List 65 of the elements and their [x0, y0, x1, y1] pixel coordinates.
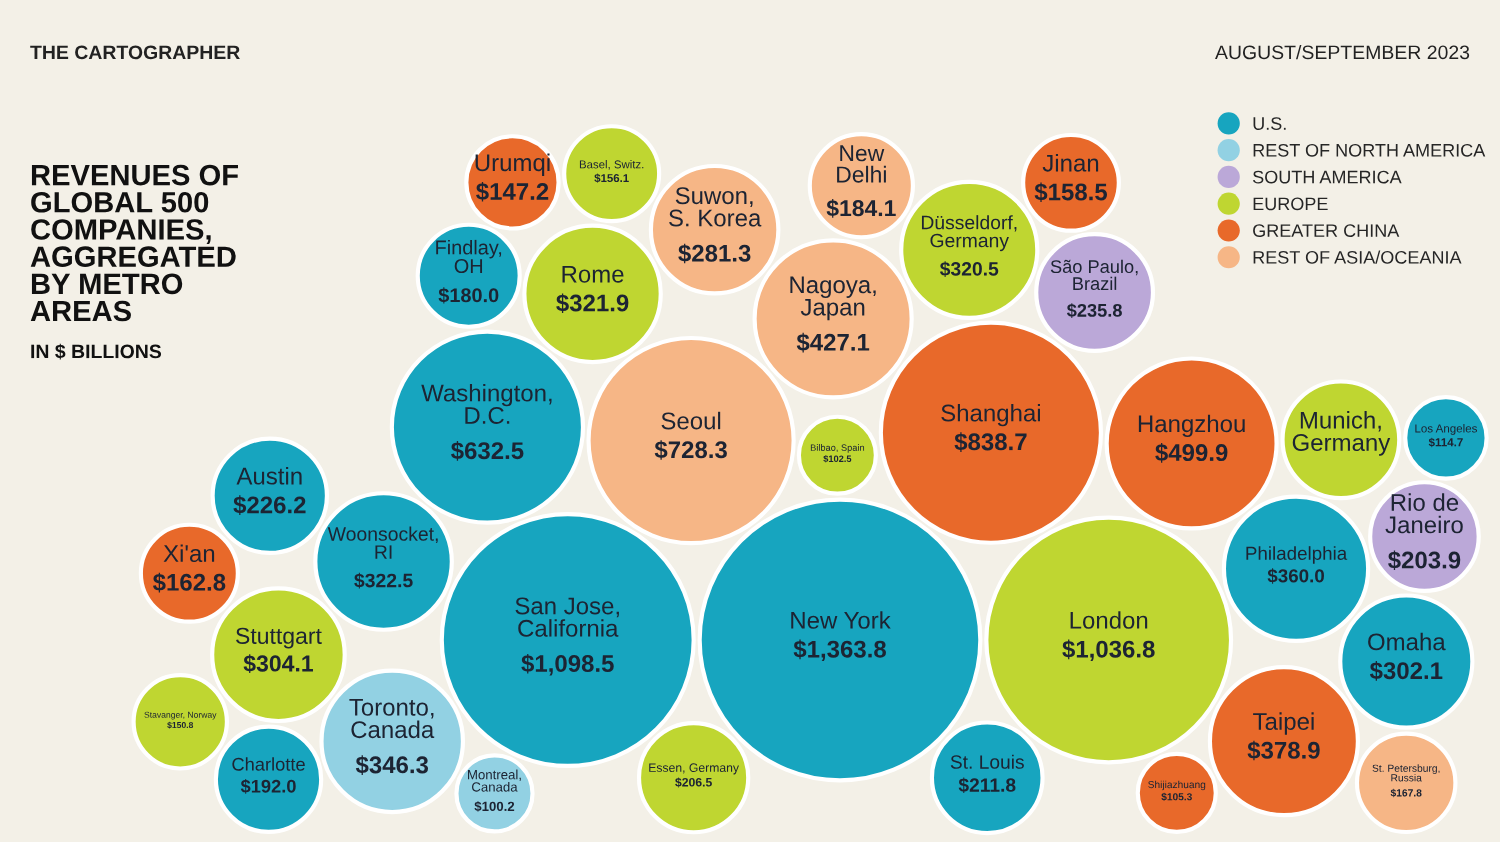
data-label: $192.0: [240, 778, 296, 794]
category-label: New York: [791, 611, 891, 629]
category-label: Suwon, S. Korea: [669, 187, 762, 227]
legend-label: EUROPE: [1253, 197, 1328, 211]
text: IN $ BILLIONS: [31, 343, 162, 360]
category-label: Charlotte: [232, 757, 305, 771]
data-label: $162.8: [152, 572, 226, 593]
legend-label: REST OF ASIA/OCEANIA: [1253, 250, 1462, 264]
data-label: $321.9: [556, 293, 629, 314]
category-label: Xi'an: [163, 544, 215, 563]
category-label: Düsseldorf, Germany: [921, 215, 1017, 252]
data-label: $302.1: [1369, 661, 1443, 681]
data-label: $1,363.8: [793, 639, 886, 662]
data-label: $304.1: [243, 654, 313, 674]
data-label: $158.5: [1034, 182, 1108, 202]
legend-label: U.S.: [1253, 117, 1286, 130]
data-label: $1,098.5: [521, 653, 614, 676]
data-label: $346.3: [355, 755, 429, 775]
category-label: Urumqi: [475, 153, 550, 176]
text: THE CARTOGRAPHER: [30, 45, 240, 60]
text: AUGUST/SEPTEMBER 2023: [1215, 44, 1470, 60]
category-label: San Jose, California: [515, 597, 619, 637]
data-label: $226.2: [233, 495, 306, 515]
category-label: St. Louis: [950, 754, 1024, 769]
category-label: New Delhi: [837, 145, 886, 183]
legend-label: GREATER CHINA: [1253, 224, 1400, 237]
data-label: $499.9: [1155, 443, 1228, 463]
category-label: Munich, Germany: [1292, 411, 1391, 456]
category-label: Jinan: [1042, 154, 1099, 172]
category-label: Findlay, OH: [436, 239, 502, 274]
category-label: Rio de Janeiro: [1385, 493, 1463, 534]
category-label: São Paulo, Brazil: [1050, 259, 1138, 291]
category-label: Omaha: [1368, 632, 1446, 651]
category-label: Taipei: [1253, 712, 1314, 735]
data-label: $1,036.8: [1062, 639, 1155, 662]
legend-label: REST OF NORTH AMERICA: [1253, 143, 1486, 157]
data-label: $838.7: [954, 432, 1027, 452]
data-label: $320.5: [939, 261, 999, 277]
category-label: Toronto, Canada: [349, 699, 435, 739]
data-label: $281.3: [678, 243, 751, 264]
category-label: Philadelphia: [1246, 546, 1348, 564]
data-label: $184.1: [826, 199, 896, 218]
category-label: Stuttgart: [236, 627, 322, 649]
category-label: Hangzhou: [1138, 414, 1245, 438]
category-label: Rome: [562, 265, 624, 283]
data-label: $235.8: [1066, 303, 1122, 319]
text: REVENUES OF GLOBAL 500 COMPANIES, AGGREGATED BY METRO AREAS: [30, 164, 238, 322]
data-label: $632.5: [451, 441, 524, 461]
data-label: $360.0: [1267, 568, 1324, 584]
data-label: $180.0: [438, 287, 499, 304]
legend-label: SOUTH AMERICA: [1252, 170, 1402, 184]
category-label: Seoul: [661, 411, 721, 430]
category-label: Washington, D.C.: [421, 383, 552, 424]
category-label: Shanghai: [941, 403, 1040, 427]
category-label: London: [1070, 611, 1148, 629]
category-label: Austin: [236, 466, 302, 485]
data-label: $211.8: [958, 777, 1016, 794]
data-label: $203.9: [1388, 550, 1461, 571]
data-label: $427.1: [796, 332, 870, 353]
data-label: $322.5: [354, 572, 413, 589]
data-label: $378.9: [1247, 740, 1320, 761]
data-label: $728.3: [654, 440, 727, 460]
data-label: $147.2: [476, 181, 549, 202]
category-label: Nagoya, Japan: [790, 276, 876, 321]
category-label: Woonsocket, RI: [327, 526, 438, 559]
